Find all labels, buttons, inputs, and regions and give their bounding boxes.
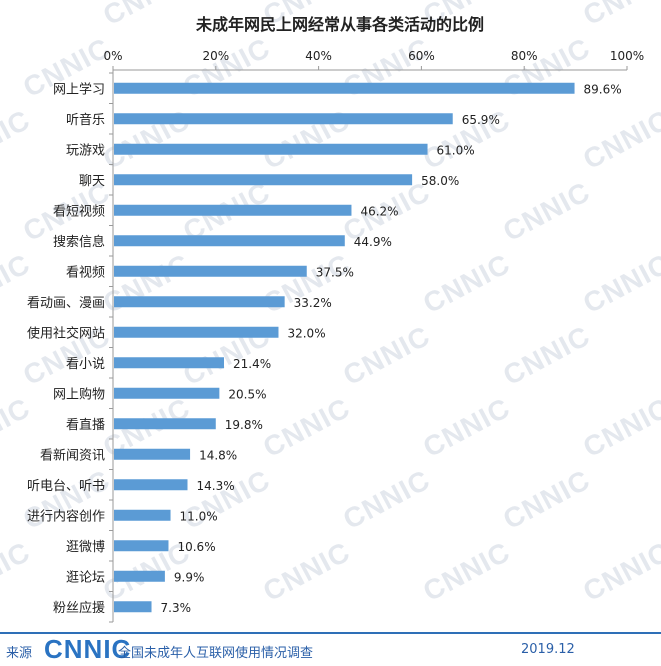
category-label: 听音乐 [66,112,105,128]
category-label: 听电台、听书 [27,479,105,494]
value-label: 61.0% [437,143,475,157]
value-label: 65.9% [462,113,500,127]
value-label: 89.6% [584,82,622,96]
value-label: 21.4% [233,357,271,371]
category-label: 看视频 [66,264,105,280]
bar [114,143,428,155]
category-label: 逛微博 [66,540,105,555]
bar [114,387,220,399]
category-label: 逛论坛 [66,570,105,585]
chart-title: 未成年网民上网经常从事各类活动的比例 [195,15,484,34]
value-label: 32.0% [287,326,325,340]
report-date: 2019.12 [521,642,575,657]
bar [114,174,413,186]
bar [114,448,191,460]
category-label: 粉丝应援 [53,600,105,616]
category-label: 玩游戏 [66,143,105,158]
category-label: 网上学习 [53,81,105,97]
x-axis: 0% 20% 40% 60% 80% 100% [103,49,644,623]
bar [114,357,224,369]
value-label: 58.0% [421,174,459,188]
survey-name: 全国未成年人互联网使用情况调查 [118,646,314,661]
category-label: 看直播 [66,417,105,433]
value-label: 37.5% [316,265,354,279]
x-tick-label: 20% [202,49,229,63]
x-tick-label: 60% [408,49,435,63]
category-label: 网上购物 [53,386,105,402]
value-label: 11.0% [180,509,218,523]
category-label: 看动画、漫画 [27,295,105,311]
source-label: 来源 [6,646,33,661]
value-label: 33.2% [294,296,332,310]
bar [114,326,279,338]
bar [114,265,307,277]
bar-chart: 未成年网民上网经常从事各类活动的比例 0% 20% 40% 60% 80% 100% 网上… [27,15,644,623]
bar [114,296,285,308]
cnnic-logo: CNNIC [44,634,132,664]
value-label: 19.8% [225,418,263,432]
bars: 网上学习 89.6% 听音乐 65.9% 玩游戏 61.0% 聊天 58.0% 看短视频 46.2… [27,81,622,616]
bar [114,82,575,94]
bar [114,204,352,216]
value-label: 44.9% [354,235,392,249]
category-label: 看小说 [66,356,105,372]
category-label: 聊天 [79,174,105,189]
category-label: 看新闻资讯 [40,447,105,463]
bar [114,235,345,247]
value-label: 9.9% [174,570,205,584]
x-tick-label: 40% [305,49,332,63]
x-tick-label: 80% [511,49,538,63]
value-label: 14.8% [199,448,237,462]
bar [114,540,169,552]
value-label: 10.6% [177,540,215,554]
category-label: 搜索信息 [53,234,105,250]
x-tick-label: 0% [103,49,122,63]
category-label: 使用社交网站 [27,325,105,341]
category-label: 进行内容创作 [27,508,105,524]
bar [114,113,453,125]
bar [114,418,216,430]
bar [114,601,152,613]
bar [114,570,165,582]
bar [114,479,188,491]
value-label: 46.2% [360,204,398,218]
value-label: 20.5% [228,387,266,401]
footer: 来源 CNNIC 全国未成年人互联网使用情况调查 2019.12 [0,632,661,666]
value-label: 7.3% [161,601,192,615]
category-label: 看短视频 [53,203,105,219]
x-tick-label: 100% [610,49,644,63]
value-label: 14.3% [197,479,235,493]
bar [114,509,171,521]
